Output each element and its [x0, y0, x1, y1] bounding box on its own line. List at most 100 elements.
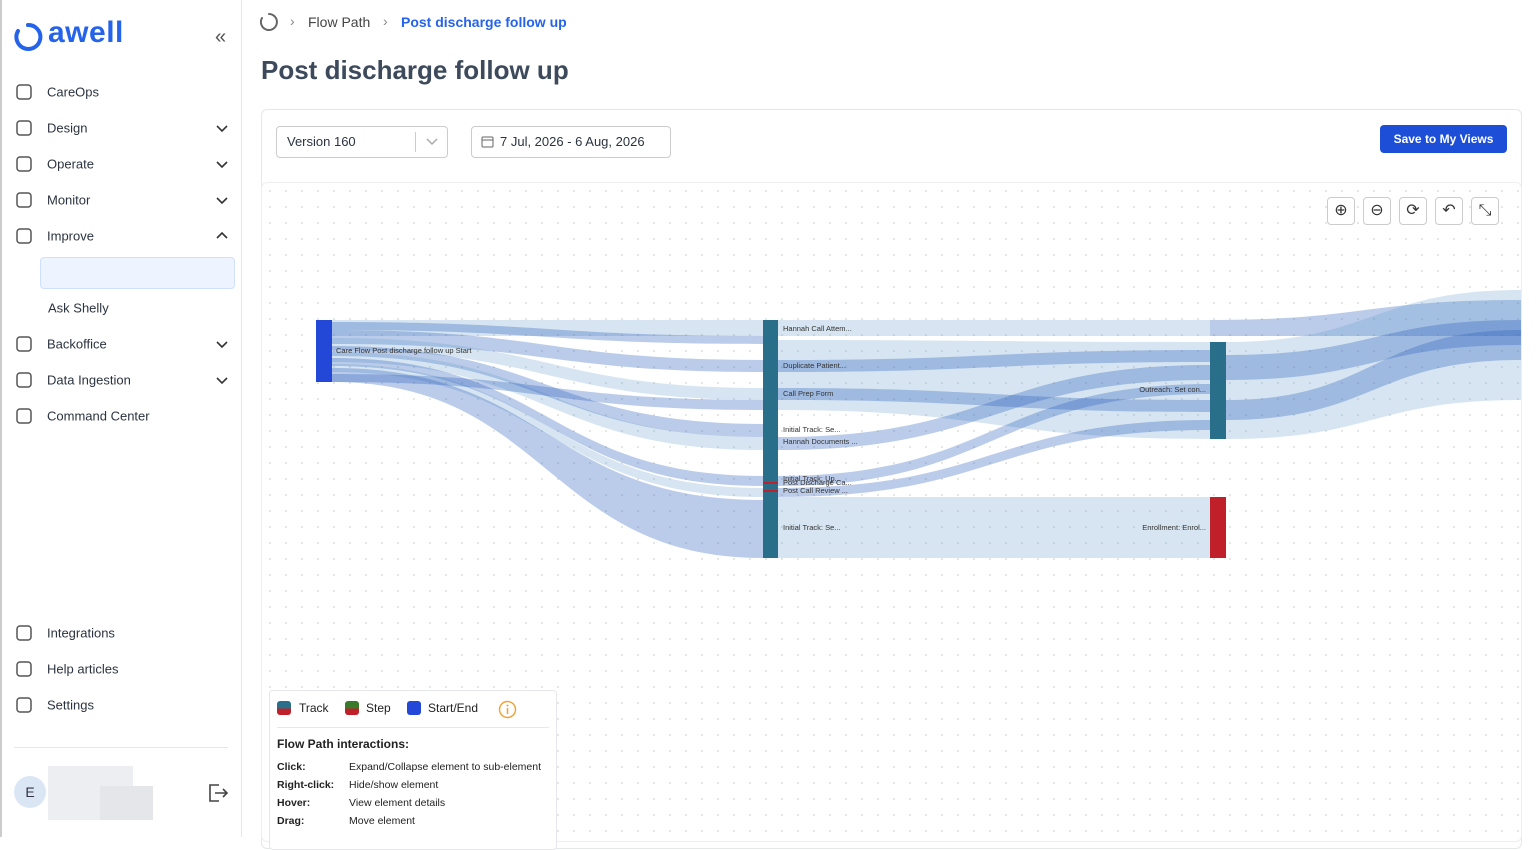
home-icon[interactable] [259, 12, 279, 32]
nav-subitem[interactable]: Ask Shelly [48, 300, 109, 316]
node-label: Call Prep Form [783, 389, 833, 398]
zoom-button[interactable]: ⊖ [1363, 197, 1391, 225]
flow-ribbon[interactable] [332, 330, 763, 372]
step-node[interactable] [1210, 497, 1226, 558]
nav-item[interactable]: Monitor [47, 192, 91, 208]
nav-item[interactable]: Backoffice [47, 336, 107, 352]
flow-ribbon[interactable] [778, 388, 1210, 412]
nav-item[interactable]: Improve [47, 228, 94, 244]
node-label: Hannah Call Attem... [783, 324, 852, 333]
flow-ribbon[interactable] [332, 322, 763, 344]
legend-label: Step [366, 701, 391, 715]
nav-chevron[interactable] [216, 338, 228, 350]
interaction-key: Click: [277, 761, 306, 773]
nav-icon [16, 661, 32, 677]
interaction-desc: View element details [349, 797, 446, 809]
flow-ribbon[interactable] [1226, 320, 1521, 380]
flow-ribbon[interactable] [332, 320, 763, 336]
info-icon[interactable] [498, 700, 517, 719]
track-node[interactable] [1210, 342, 1226, 439]
nav-icon [16, 372, 32, 388]
breadcrumb-sep: › [383, 13, 388, 29]
node-label: Initial Track: Se... [783, 425, 841, 434]
nav-item[interactable]: Design [47, 120, 88, 136]
version-select[interactable] [276, 126, 448, 158]
date-range: 7 Jul, 2026 - 6 Aug, 2026 [500, 134, 645, 149]
flow-ribbon[interactable] [1226, 330, 1521, 420]
interaction-key: Drag: [277, 815, 305, 827]
nav-item[interactable]: Command Center [47, 408, 150, 424]
divider [277, 727, 549, 728]
nav-chevron[interactable] [216, 122, 228, 134]
flow-ribbon[interactable] [332, 338, 763, 400]
interaction-desc: Hide/show element [349, 779, 439, 791]
node-label: Initial Track: Se... [783, 523, 841, 532]
date-picker[interactable] [471, 126, 671, 158]
nav-icon [16, 156, 32, 172]
nav-icon [16, 84, 32, 100]
interaction-key: Right-click: [277, 779, 335, 791]
nav-chevron[interactable] [216, 158, 228, 170]
legend-swatch [277, 701, 291, 715]
version-value: Version 160 [287, 134, 356, 149]
track-node[interactable] [763, 320, 778, 558]
node-label: Care Flow Post discharge follow up Start [336, 346, 472, 355]
zoom-button[interactable]: ⤡ [1471, 197, 1499, 225]
logo-icon [14, 22, 43, 51]
flow-ribbon[interactable] [332, 364, 763, 497]
flow-ribbon[interactable] [778, 320, 1210, 336]
legend-heading: Flow Path interactions: [277, 737, 410, 751]
flow-ribbon[interactable] [778, 350, 1210, 372]
save-button[interactable]: Save to My Views [1380, 125, 1507, 153]
node-label: Initial Track: Up... [783, 474, 841, 483]
flow-ribbon[interactable] [778, 365, 1210, 450]
nav-chevron[interactable] [216, 374, 228, 386]
step-node[interactable] [763, 490, 778, 492]
start-node[interactable] [316, 320, 332, 382]
flow-ribbon[interactable] [778, 420, 1210, 497]
avatar[interactable]: E [14, 776, 46, 808]
nav-chevron[interactable] [216, 230, 228, 242]
flow-ribbon[interactable] [332, 346, 763, 437]
flow-ribbon[interactable] [1226, 290, 1521, 439]
flow-ribbon[interactable] [1210, 300, 1521, 336]
nav-item[interactable]: Settings [47, 697, 94, 713]
logo-text: awell [48, 16, 124, 49]
nav-icon [16, 192, 32, 208]
collapse-sidebar[interactable]: « [215, 26, 227, 48]
nav-item[interactable]: CareOps [47, 84, 100, 100]
interaction-desc: Expand/Collapse element to sub-element [349, 761, 542, 773]
nav-item[interactable]: Data Ingestion [47, 372, 131, 388]
nav-chevron[interactable] [216, 194, 228, 206]
flow-ribbon[interactable] [332, 368, 763, 558]
select-chevron [426, 138, 438, 146]
nav-item[interactable]: Operate [47, 156, 94, 172]
breadcrumb-current: Post discharge follow up [401, 14, 567, 30]
node-label: Enrollment: Enrol... [1142, 523, 1206, 532]
legend-swatch [345, 701, 359, 715]
flow-ribbon[interactable] [778, 384, 1210, 486]
flow-ribbon[interactable] [332, 374, 763, 410]
zoom-button[interactable]: ⟳ [1399, 197, 1427, 225]
nav-icon [16, 697, 32, 713]
nav-item[interactable]: Integrations [47, 625, 115, 641]
active-item-bg [40, 257, 235, 289]
flow-ribbon[interactable] [332, 358, 763, 486]
nav-item[interactable]: Help articles [47, 661, 119, 677]
nav-icon [16, 336, 32, 352]
interaction-desc: Move element [349, 815, 415, 827]
breadcrumb-sep: › [290, 13, 295, 29]
legend-label: Track [299, 701, 329, 715]
flow-ribbon[interactable] [778, 497, 1210, 558]
divider [14, 747, 228, 748]
zoom-button[interactable]: ⊕ [1327, 197, 1355, 225]
step-node[interactable] [763, 482, 778, 484]
flow-ribbon[interactable] [332, 352, 763, 450]
node-label: Duplicate Patient... [783, 361, 846, 370]
breadcrumb-link[interactable]: Flow Path [308, 14, 371, 30]
zoom-button[interactable]: ↶ [1435, 197, 1463, 225]
flow-ribbon[interactable] [778, 340, 1210, 439]
logout[interactable] [207, 782, 229, 804]
